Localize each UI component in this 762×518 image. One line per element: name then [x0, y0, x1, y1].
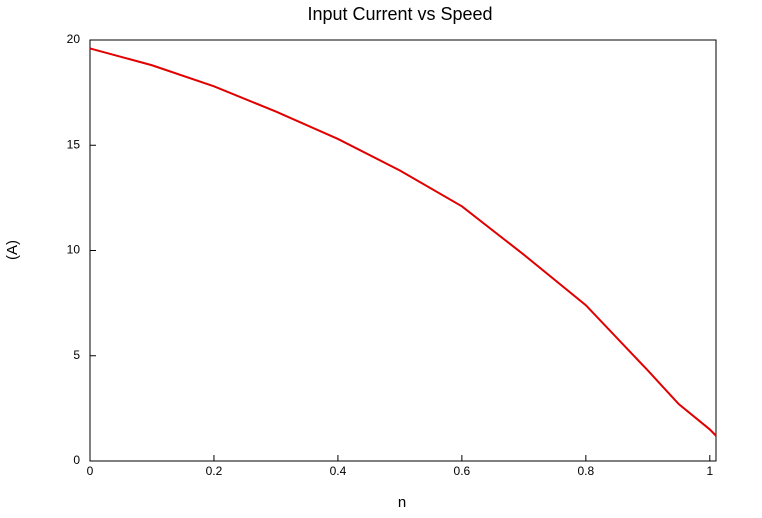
x-tick-label: 0.6 [454, 464, 471, 478]
y-tick-label: 0 [73, 453, 80, 467]
y-axis-label: (A) [4, 240, 21, 260]
y-tick-label: 5 [73, 348, 80, 362]
y-tick-label: 15 [67, 137, 81, 151]
y-tick-label: 10 [67, 243, 81, 257]
x-axis-label: n [398, 494, 406, 511]
x-tick-label: 0.8 [577, 464, 594, 478]
line-series [89, 47, 717, 437]
x-tick-label: 0.2 [206, 464, 223, 478]
x-tick-label: 1 [706, 464, 713, 478]
x-tick-label: 0 [87, 464, 94, 478]
x-tick-label: 0.4 [330, 464, 347, 478]
plot-frame [89, 39, 717, 462]
y-tick-label: 20 [67, 32, 81, 46]
chart-title: Input Current vs Speed [307, 4, 492, 24]
